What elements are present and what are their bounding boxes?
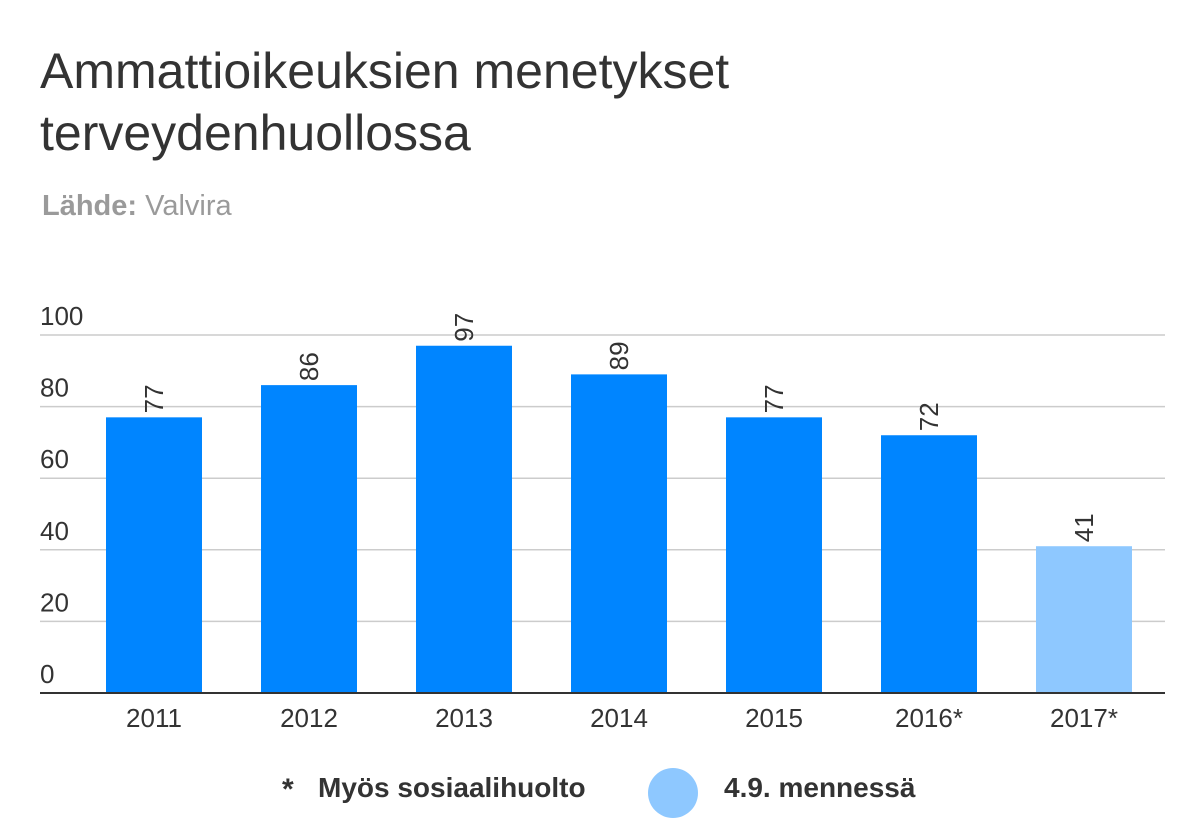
legend-star-label: Myös sosiaalihuolto — [318, 772, 586, 803]
x-tick-label: 2012 — [280, 703, 338, 733]
data-label: 97 — [449, 313, 479, 342]
bar — [261, 385, 357, 693]
asterisk-icon: * — [282, 773, 294, 806]
source-label: Lähde: — [42, 190, 138, 222]
bar — [1036, 546, 1132, 693]
bar — [726, 417, 822, 693]
x-tick-label: 2013 — [435, 703, 493, 733]
source-name: Valvira — [145, 190, 232, 222]
bar — [416, 345, 512, 693]
y-tick-label: 80 — [40, 373, 69, 403]
x-tick-label: 2014 — [590, 703, 648, 733]
data-label: 72 — [914, 402, 944, 431]
chart-subtitle: Lähde: Valvira — [42, 190, 232, 223]
x-axis-ticks: 2011 2012 2013 2014 2015 2016* 2017* — [126, 703, 1118, 733]
data-label: 86 — [294, 352, 324, 381]
y-tick-label: 0 — [40, 659, 54, 689]
x-tick-label: 2016* — [895, 703, 963, 733]
bars — [106, 345, 1132, 693]
legend-dot-icon — [648, 768, 698, 818]
y-tick-label: 20 — [40, 587, 69, 617]
chart-title: Ammattioikeuksien menetykset terveydenhu… — [40, 43, 730, 161]
data-label: 77 — [139, 384, 169, 413]
data-label: 77 — [759, 384, 789, 413]
bar — [571, 374, 667, 693]
bar — [881, 435, 977, 693]
data-labels: 77 86 97 89 77 72 41 — [139, 313, 1099, 542]
legend-dot-label: 4.9. mennessä — [724, 772, 916, 803]
y-axis-ticks: 0 20 40 60 80 100 — [40, 301, 83, 689]
x-tick-label: 2011 — [126, 703, 182, 733]
y-tick-label: 40 — [40, 516, 69, 546]
data-label: 89 — [604, 341, 634, 370]
x-tick-label: 2017* — [1050, 703, 1118, 733]
bar — [106, 417, 202, 693]
y-tick-label: 60 — [40, 444, 69, 474]
data-label: 41 — [1069, 513, 1099, 542]
x-tick-label: 2015 — [745, 703, 803, 733]
y-tick-label: 100 — [40, 301, 83, 331]
